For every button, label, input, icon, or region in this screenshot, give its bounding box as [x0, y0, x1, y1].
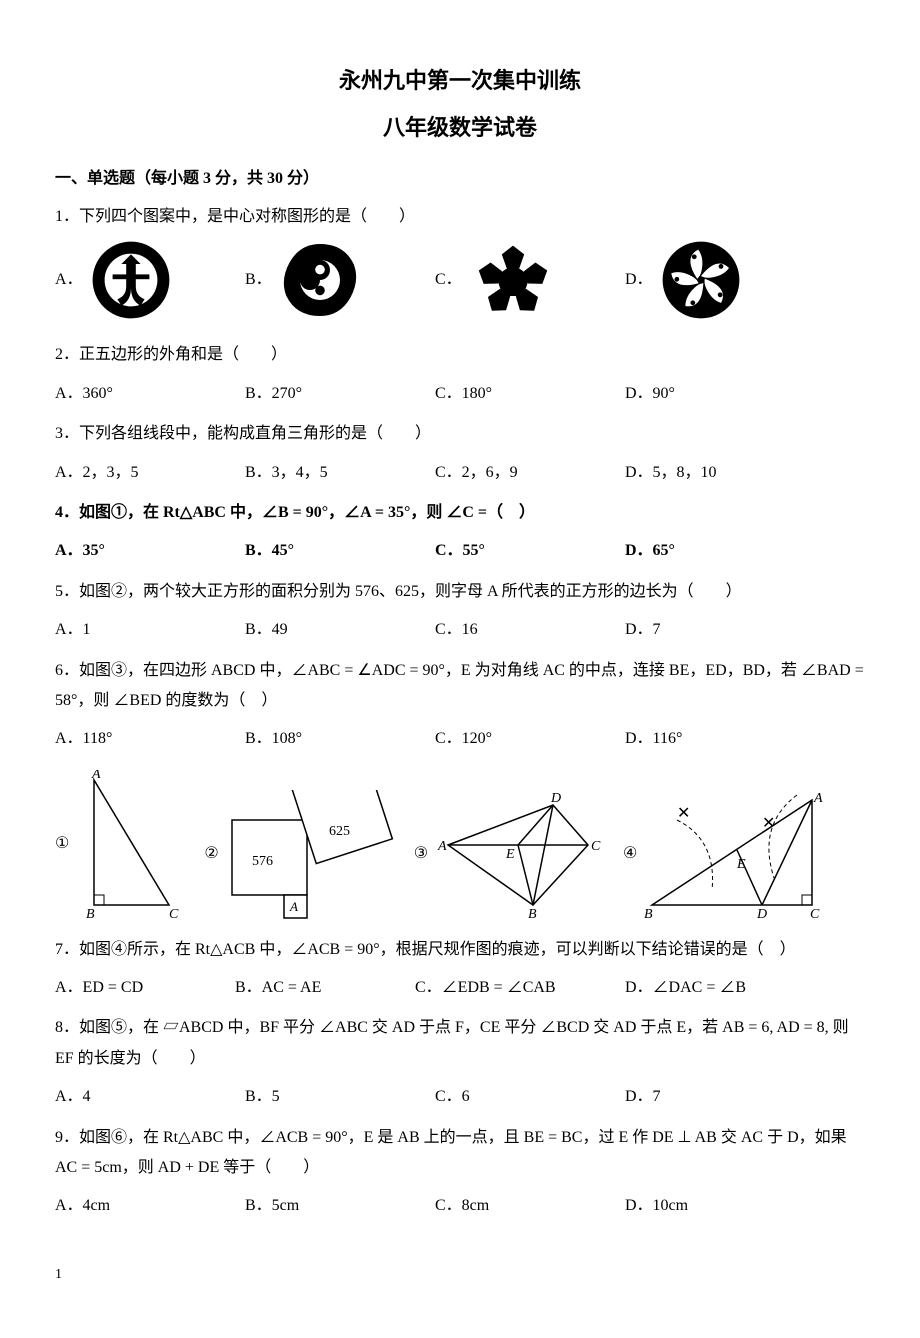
q9-optD: D．10cm: [625, 1191, 815, 1221]
q2-optA: A．360°: [55, 379, 245, 409]
q3-text: 3．下列各组线段中，能构成直角三角形的是（ ）: [55, 419, 865, 449]
q2-optC: C．180°: [435, 379, 625, 409]
q8-optC: C．6: [435, 1082, 625, 1112]
q5-optA: A．1: [55, 615, 245, 645]
title-main: 永州九中第一次集中训练: [55, 60, 865, 102]
fig4-num: ④: [623, 839, 637, 869]
q1-optA-label: A．: [55, 265, 83, 295]
svg-text:C: C: [810, 907, 820, 920]
fig3-num: ③: [414, 839, 428, 869]
svg-text:A: A: [289, 899, 298, 914]
q8-optA: A．4: [55, 1082, 245, 1112]
svg-text:✕: ✕: [677, 805, 690, 822]
fig3-group: ③ A B C D E: [414, 790, 603, 920]
q9-text: 9．如图⑥，在 Rt△ABC 中，∠ACB = 90°，E 是 AB 上的一点，…: [55, 1123, 865, 1184]
fig1-svg: A B C: [74, 770, 184, 920]
svg-text:A: A: [437, 839, 447, 854]
q8-options: A．4 B．5 C．6 D．7: [55, 1082, 865, 1112]
svg-text:A: A: [91, 770, 101, 782]
q1-optC-label: C．: [435, 265, 462, 295]
q8-optB: B．5: [245, 1082, 435, 1112]
q1-text: 1．下列四个图案中，是中心对称图形的是（ ）: [55, 202, 865, 232]
svg-text:C: C: [591, 839, 601, 854]
q6-optD: D．116°: [625, 724, 815, 754]
q2-optD: D．90°: [625, 379, 815, 409]
q7-options: A．ED = CD B．AC = AE C．∠EDB = ∠CAB D．∠DAC…: [55, 973, 865, 1003]
q4-optD: D．65°: [625, 536, 815, 566]
q6-optC: C．120°: [435, 724, 625, 754]
q6-optB: B．108°: [245, 724, 435, 754]
q6-optA: A．118°: [55, 724, 245, 754]
q5-optC: C．16: [435, 615, 625, 645]
fig1-group: ① A B C: [55, 770, 184, 920]
q5-text: 5．如图②，两个较大正方形的面积分别为 576、625，则字母 A 所代表的正方…: [55, 577, 865, 607]
svg-text:A: A: [813, 791, 823, 806]
q4-optB: B．45°: [245, 536, 435, 566]
q9-optB: B．5cm: [245, 1191, 435, 1221]
figures-row: ① A B C ② 576 625 A ③: [55, 770, 865, 920]
svg-text:C: C: [169, 907, 179, 920]
svg-text:E: E: [736, 857, 746, 872]
svg-text:B: B: [528, 907, 537, 920]
q2-options: A．360° B．270° C．180° D．90°: [55, 379, 865, 409]
q1-iconB: [280, 240, 360, 320]
q7-optA: A．ED = CD: [55, 973, 235, 1003]
svg-text:D: D: [550, 791, 561, 806]
fig4-group: ④ ✕ ✕ B C A D E: [623, 790, 832, 920]
q7-optB: B．AC = AE: [235, 973, 415, 1003]
fig2-num: ②: [204, 839, 218, 869]
q1-iconA: [91, 240, 171, 320]
q3-options: A．2，3，5 B．3，4，5 C．2，6，9 D．5，8，10: [55, 458, 865, 488]
q1-iconD: [661, 240, 741, 320]
section1-header: 一、单选题（每小题 3 分，共 30 分）: [55, 164, 865, 194]
q5-optD: D．7: [625, 615, 815, 645]
fig4-svg: ✕ ✕ B C A D E: [642, 790, 832, 920]
q4-optA: A．35°: [55, 536, 245, 566]
q6-text: 6．如图③，在四边形 ABCD 中，∠ABC = ∠ADC = 90°，E 为对…: [55, 656, 865, 717]
q4-text: 4．如图①，在 Rt△ABC 中，∠B = 90°，∠A = 35°，则 ∠C …: [55, 498, 865, 528]
q9-optC: C．8cm: [435, 1191, 625, 1221]
svg-text:D: D: [756, 907, 767, 920]
svg-text:576: 576: [252, 854, 273, 869]
q1-options: A． B． C． D．: [55, 240, 865, 320]
fig2-svg: 576 625 A: [224, 790, 394, 920]
q3-optB: B．3，4，5: [245, 458, 435, 488]
q4-options: A．35° B．45° C．55° D．65°: [55, 536, 865, 566]
q1-optB-label: B．: [245, 265, 272, 295]
q2-text: 2．正五边形的外角和是（ ）: [55, 340, 865, 370]
svg-text:625: 625: [329, 824, 350, 839]
q1-iconC: [470, 240, 556, 320]
svg-text:✕: ✕: [762, 815, 775, 832]
svg-text:B: B: [86, 907, 95, 920]
q8-optD: D．7: [625, 1082, 815, 1112]
q5-optB: B．49: [245, 615, 435, 645]
q2-optB: B．270°: [245, 379, 435, 409]
q7-optD: D．∠DAC = ∠B: [625, 973, 815, 1003]
fig1-num: ①: [55, 829, 69, 859]
fig2-group: ② 576 625 A: [204, 790, 393, 920]
q7-optC: C．∠EDB = ∠CAB: [415, 973, 625, 1003]
q5-options: A．1 B．49 C．16 D．7: [55, 615, 865, 645]
q6-options: A．118° B．108° C．120° D．116°: [55, 724, 865, 754]
q7-text: 7．如图④所示，在 Rt△ACB 中，∠ACB = 90°，根据尺规作图的痕迹，…: [55, 935, 865, 965]
q3-optD: D．5，8，10: [625, 458, 815, 488]
q1-optD-label: D．: [625, 265, 653, 295]
page-number: 1: [55, 1262, 865, 1289]
fig3-svg: A B C D E: [433, 790, 603, 920]
title-sub: 八年级数学试卷: [55, 107, 865, 149]
q3-optA: A．2，3，5: [55, 458, 245, 488]
q4-optC: C．55°: [435, 536, 625, 566]
q9-optA: A．4cm: [55, 1191, 245, 1221]
q9-options: A．4cm B．5cm C．8cm D．10cm: [55, 1191, 865, 1221]
svg-text:B: B: [644, 907, 653, 920]
q8-text: 8．如图⑤，在 ▱ABCD 中，BF 平分 ∠ABC 交 AD 于点 F，CE …: [55, 1013, 865, 1074]
q3-optC: C．2，6，9: [435, 458, 625, 488]
svg-text:E: E: [505, 847, 515, 862]
